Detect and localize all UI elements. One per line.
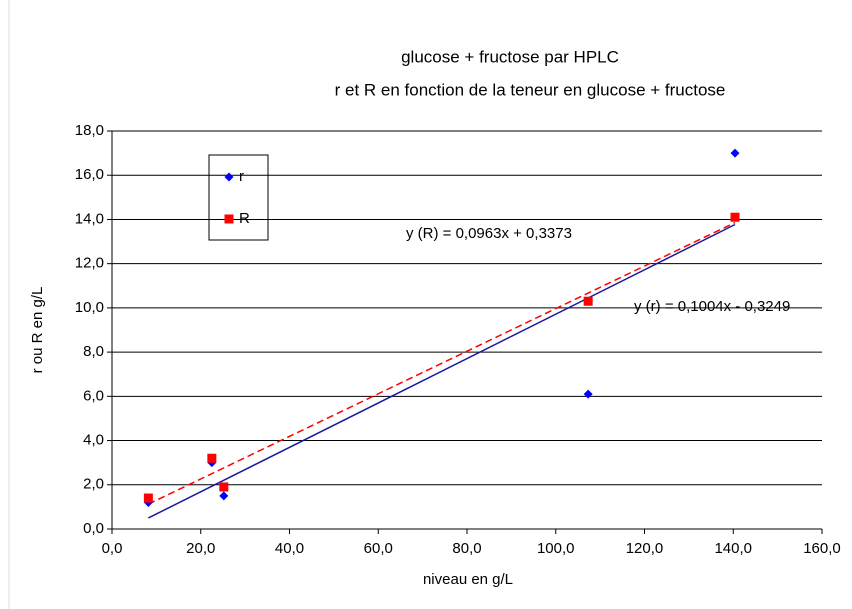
legend-swatch bbox=[224, 172, 234, 182]
x-tick-label: 20,0 bbox=[186, 540, 215, 557]
x-tick-label: 100,0 bbox=[537, 540, 575, 557]
x-tick-label: 160,0 bbox=[803, 540, 841, 557]
chart-subtitle: r et R en fonction de la teneur en gluco… bbox=[335, 80, 726, 99]
y-tick-label: 2,0 bbox=[83, 476, 104, 493]
trendline bbox=[148, 223, 736, 519]
y-tick-label: 6,0 bbox=[83, 387, 104, 404]
x-tick-label: 60,0 bbox=[364, 540, 393, 557]
point bbox=[730, 212, 740, 222]
trendline-label: y (R) = 0,0963x + 0,3373 bbox=[406, 225, 572, 242]
x-axis-label: niveau en g/L bbox=[423, 571, 513, 588]
y-tick-label: 14,0 bbox=[75, 210, 104, 227]
point bbox=[143, 493, 153, 503]
x-tick-label: 0,0 bbox=[102, 540, 123, 557]
legend-swatch bbox=[224, 214, 234, 224]
point bbox=[219, 491, 229, 501]
x-tick-label: 120,0 bbox=[626, 540, 664, 557]
x-tick-label: 140,0 bbox=[714, 540, 752, 557]
y-tick-label: 16,0 bbox=[75, 166, 104, 183]
y-tick-label: 8,0 bbox=[83, 343, 104, 360]
trendline bbox=[148, 221, 736, 505]
y-axis-label: r ou R en g/L bbox=[29, 287, 46, 374]
point bbox=[730, 148, 740, 158]
legend-label: R bbox=[239, 210, 250, 227]
point bbox=[583, 296, 593, 306]
legend-label: r bbox=[239, 168, 244, 185]
x-tick-label: 80,0 bbox=[452, 540, 481, 557]
y-tick-label: 4,0 bbox=[83, 432, 104, 449]
y-tick-label: 10,0 bbox=[75, 299, 104, 316]
point bbox=[207, 453, 217, 463]
point bbox=[583, 389, 593, 399]
x-tick-label: 40,0 bbox=[275, 540, 304, 557]
y-tick-label: 0,0 bbox=[83, 520, 104, 537]
trendline-label: y (r) = 0,1004x - 0,3249 bbox=[634, 298, 790, 315]
point bbox=[219, 482, 229, 492]
legend-box bbox=[208, 154, 269, 241]
y-tick-label: 12,0 bbox=[75, 255, 104, 272]
y-tick-label: 18,0 bbox=[75, 122, 104, 139]
chart-title: glucose + fructose par HPLC bbox=[401, 47, 619, 66]
